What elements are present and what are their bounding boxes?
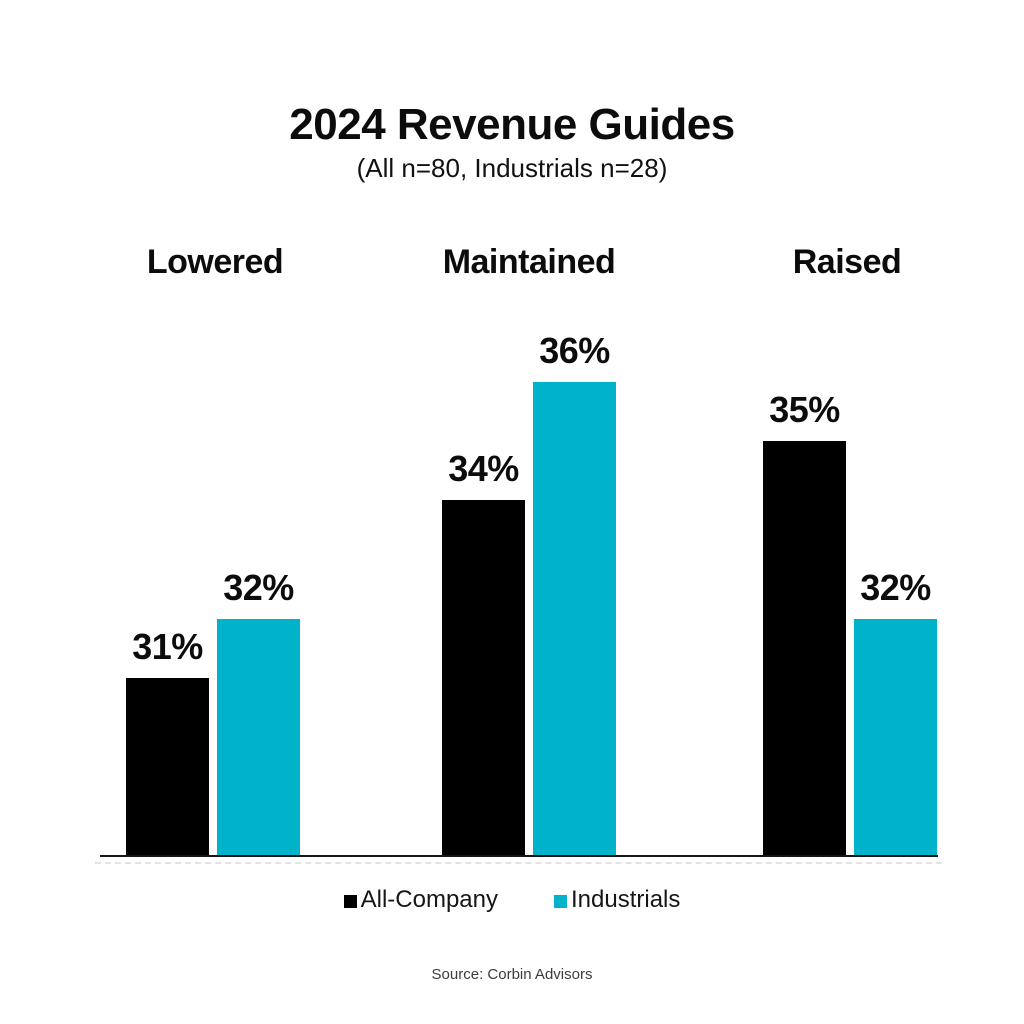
legend-item-all-company: All-Company (343, 886, 498, 914)
category-labels-row: Lowered Maintained Raised (0, 243, 1024, 287)
legend-label-industrials: Industrials (571, 886, 681, 913)
bar-industrials-maintained (533, 382, 616, 855)
chart-subtitle: (All n=80, Industrials n=28) (356, 153, 668, 183)
legend-swatch-all-company (343, 895, 357, 908)
value-label-all-company-lowered: 31% (132, 626, 203, 667)
bar-all-company-lowered (126, 678, 209, 855)
chart-legend: All-Company Industrials (0, 886, 1024, 914)
category-label-lowered: Lowered (146, 243, 284, 281)
value-label-industrials-lowered: 32% (223, 567, 294, 608)
category-label-maintained: Maintained (442, 243, 616, 281)
bar-all-company-maintained (442, 500, 525, 855)
value-label-all-company-raised: 35% (769, 389, 840, 430)
value-label-industrials-raised: 32% (860, 567, 931, 608)
bar-all-company-raised (763, 441, 846, 855)
legend-item-industrials: Industrials (554, 886, 680, 914)
bar-industrials-raised (854, 619, 937, 855)
source-note: Source: Corbin Advisors (431, 966, 593, 983)
legend-label-all-company: All-Company (360, 886, 498, 913)
bar-chart-plot-area: 31% 32% 34% 36% 35% 32% (95, 323, 942, 864)
chart-title: 2024 Revenue Guides (289, 100, 735, 149)
legend-swatch-industrials (554, 895, 567, 908)
bar-industrials-lowered (217, 619, 300, 855)
category-label-raised: Raised (792, 243, 902, 281)
value-label-all-company-maintained: 34% (448, 448, 519, 489)
value-label-industrials-maintained: 36% (539, 330, 610, 371)
